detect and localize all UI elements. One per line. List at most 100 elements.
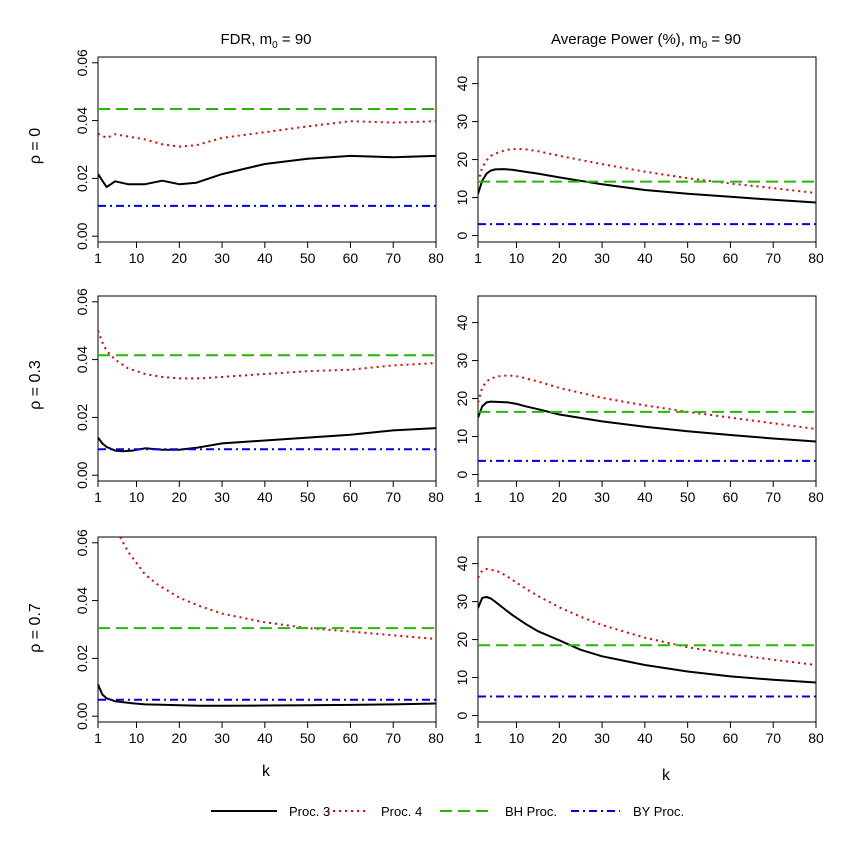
series-line-proc-3 [98,154,436,189]
y-tick-label: 0.06 [74,49,90,76]
x-tick-label: 60 [723,250,739,266]
plot-frame [477,295,817,482]
plot-frame [97,56,437,243]
legend-label-proc3: Proc. 3 [289,804,330,819]
legend: Proc. 3 Proc. 4 BH Proc. BY Proc. [211,804,684,819]
series-line-proc-4 [119,537,436,640]
y-tick-label: 10 [454,670,470,686]
x-tick-label: 10 [129,489,145,505]
x-tick-label: 1 [94,250,102,266]
y-tick-label: 0.06 [74,529,90,556]
x-tick-label: 20 [172,250,188,266]
plot-frame [97,295,437,482]
x-tick-label: 10 [509,250,525,266]
x-tick-label: 50 [300,730,316,746]
x-tick-label: 40 [637,489,653,505]
series-line-proc-3 [478,596,816,684]
y-tick-label: 0.04 [74,346,90,373]
x-tick-label: 1 [94,730,102,746]
y-tick-label: 0 [454,711,470,719]
series-line-proc-3 [98,427,436,453]
x-tick-label: 50 [300,250,316,266]
y-tick-label: 0 [454,470,470,478]
y-tick-label: 0.02 [74,404,90,431]
y-tick-label: 10 [454,429,470,445]
x-tick-label: 1 [474,730,482,746]
panels: 1 10 20 30 40 50 60 70 800.000.020.040.061 10 20 30… [74,49,824,746]
x-tick-label: 30 [214,730,230,746]
x-tick-label: 50 [680,250,696,266]
y-tick-label: 40 [454,556,470,572]
column-title-power: Average Power (%), m0 = 90 [551,31,741,51]
x-tick-label: 20 [552,250,568,266]
panel-fdr-rho-0.7: 1 10 20 30 40 50 60 70 80 0.00 0.02 0.04 0.06 [74,529,444,746]
y-tick-label: 0.00 [74,222,90,249]
x-tick-label: 70 [385,250,401,266]
y-tick-label: 0 [454,231,470,239]
x-tick-label: 50 [680,489,696,505]
series-line-proc-3 [98,684,436,707]
y-tick-label: 40 [454,315,470,331]
x-tick-label: 50 [680,730,696,746]
x-tick-label: 50 [300,489,316,505]
x-tick-label: 30 [594,250,610,266]
x-tick-label: 30 [594,489,610,505]
x-tick-label: 1 [474,250,482,266]
x-tick-label: 10 [509,489,525,505]
panel-fdr-rho-0: 1 10 20 30 40 50 60 70 80 0.00 0.02 0.04 0.06 [74,49,444,266]
series-line-proc-3 [478,400,816,443]
plot-frame [477,56,817,243]
panel-power-rho-0.7: 1 10 20 30 40 50 60 70 80 0 10 20 30 40 [454,536,824,746]
plot-frame [477,536,817,723]
x-tick-label: 70 [765,489,781,505]
x-tick-label: 80 [428,730,444,746]
x-tick-label: 20 [552,730,568,746]
x-tick-label: 80 [808,730,824,746]
x-tick-label: 60 [723,730,739,746]
y-tick-label: 0.02 [74,165,90,192]
x-tick-label: 1 [94,489,102,505]
x-tick-label: 20 [552,489,568,505]
x-tick-label: 80 [808,489,824,505]
y-tick-label: 30 [454,353,470,369]
x-tick-label: 30 [214,489,230,505]
x-tick-label: 70 [765,730,781,746]
x-tick-label: 40 [257,489,273,505]
y-tick-label: 10 [454,190,470,206]
y-tick-label: 0.00 [74,702,90,729]
x-tick-label: 1 [474,489,482,505]
x-tick-label: 70 [765,250,781,266]
x-axis-label-right: k [662,767,671,784]
x-tick-label: 60 [723,489,739,505]
legend-label-bh: BH Proc. [505,804,557,819]
y-tick-label: 20 [454,391,470,407]
y-tick-label: 30 [454,594,470,610]
series-line-proc-4 [478,147,816,194]
x-tick-label: 10 [129,250,145,266]
y-tick-label: 40 [454,76,470,92]
series-line-proc-4 [98,120,436,148]
x-tick-label: 30 [214,250,230,266]
row-label-rho-0.7: ρ = 0.7 [27,603,44,653]
y-tick-label: 0.00 [74,461,90,488]
x-tick-label: 70 [385,489,401,505]
x-tick-label: 80 [428,489,444,505]
panel-fdr-rho-0.3: 1 10 20 30 40 50 60 70 80 0.00 0.02 0.04 0.06 [74,288,444,505]
x-tick-label: 80 [808,250,824,266]
row-label-rho-0: ρ = 0 [27,128,44,164]
y-tick-label: 0.04 [74,587,90,614]
y-tick-label: 0.04 [74,107,90,134]
x-tick-label: 20 [172,489,188,505]
y-tick-label: 30 [454,114,470,130]
legend-label-proc4: Proc. 4 [381,804,422,819]
x-axis-label-left: k [262,763,271,780]
x-tick-label: 20 [172,730,188,746]
x-tick-label: 40 [257,730,273,746]
y-tick-label: 0.02 [74,645,90,672]
x-tick-label: 60 [343,250,359,266]
y-tick-label: 20 [454,152,470,168]
row-label-rho-0.3: ρ = 0.3 [27,360,44,410]
panel-power-rho-0.3: 1 10 20 30 40 50 60 70 80 0 10 20 30 40 [454,295,824,505]
y-tick-label: 0.06 [74,288,90,315]
